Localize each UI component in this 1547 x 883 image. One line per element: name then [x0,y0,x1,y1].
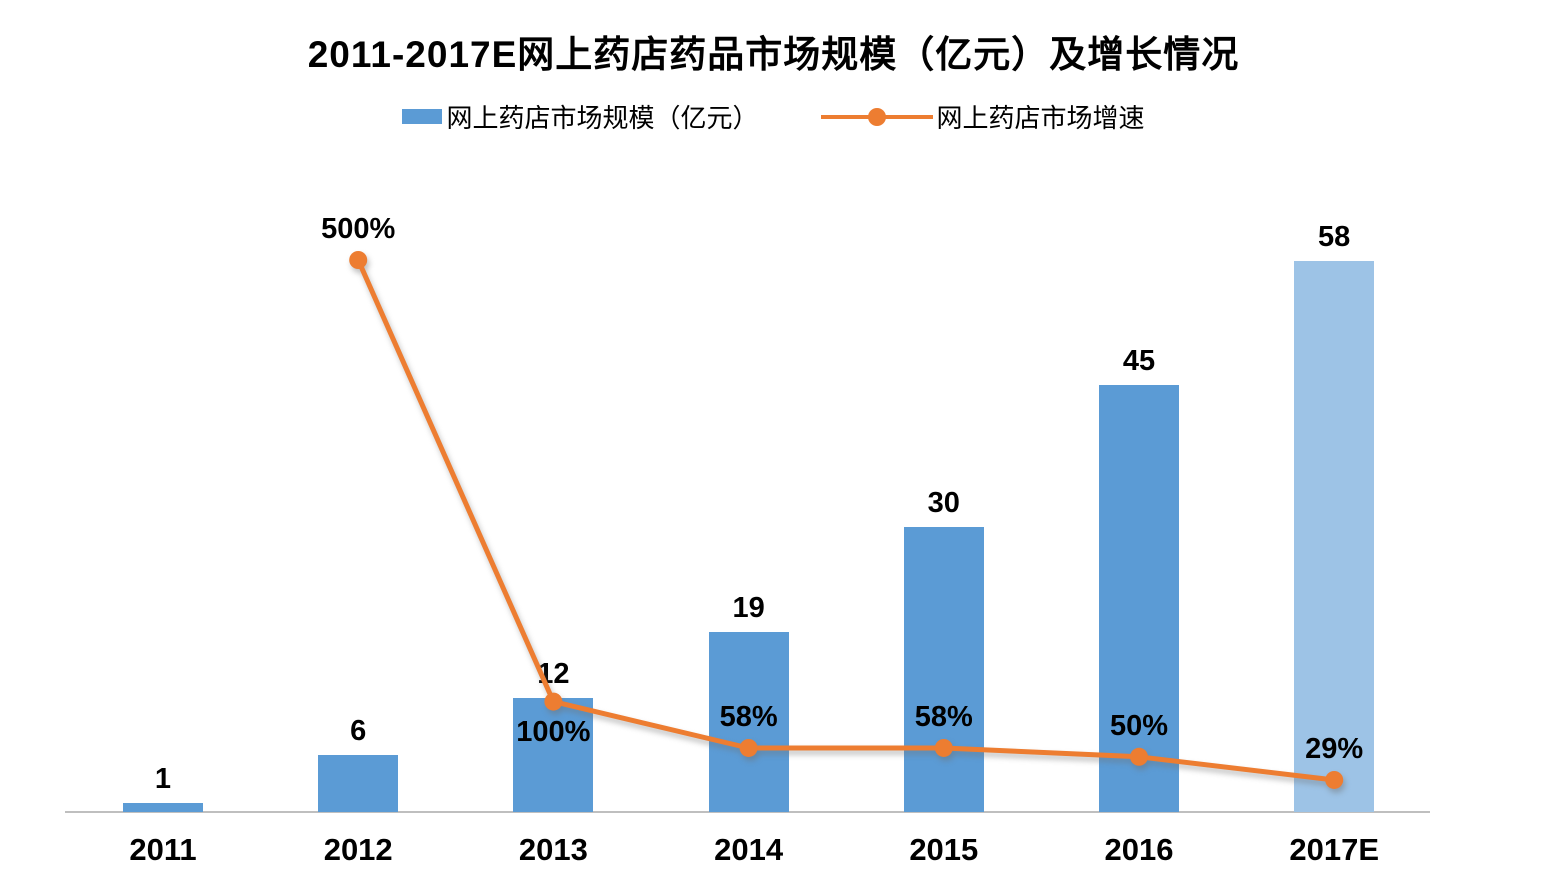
chart-title: 2011-2017E网上药店药品市场规模（亿元）及增长情况 [307,34,1240,75]
legend-label-growth-rate: 网上药店市场增速 [936,103,1145,133]
line-series-swatch-icon [820,107,933,127]
growth-marker [349,251,368,269]
x-axis-label-2017E: 2017E [1289,832,1379,867]
growth-value-label-2014: 58% [719,700,778,733]
chart-legend: 网上药店市场规模（亿元） 网上药店市场增速 [0,98,1547,135]
bar-value-label-2017E: 58 [1318,221,1351,253]
bar-series-swatch-icon [402,109,443,124]
bar-value-label-2011: 1 [154,762,172,795]
bar-2016 [1099,384,1179,812]
growth-line [355,257,1337,783]
bar-value-label-2016: 45 [1122,344,1156,377]
bar-2015 [903,527,984,812]
x-axis-label-2012: 2012 [323,832,393,867]
growth-value-label-2012: 500% [321,213,396,245]
x-axis-line [65,811,1430,813]
x-axis-label-2014: 2014 [714,832,784,867]
bar-value-label-2012: 6 [350,715,367,747]
bar-2017E [1294,261,1375,812]
bar-value-label-2015: 30 [927,487,960,519]
legend-item-market-size: 网上药店市场规模（亿元） [402,98,759,135]
bar-2011 [123,802,203,812]
x-axis-label-2011: 2011 [129,832,197,867]
legend-item-growth-rate: 网上药店市场增速 [820,98,1145,135]
x-axis-label-2016: 2016 [1104,832,1174,867]
growth-value-label-2017E: 29% [1305,732,1364,765]
growth-line-group [349,251,1344,789]
bar-2012 [318,755,399,812]
bar-value-label-2014: 19 [732,591,765,624]
growth-value-label-2015: 58% [914,700,973,733]
x-axis-label-2013: 2013 [518,832,588,867]
growth-value-label-2013: 100% [516,715,591,748]
bar-value-label-2013: 12 [537,658,570,690]
growth-value-label-2016: 50% [1109,709,1169,742]
x-axis-label-2015: 2015 [909,832,979,867]
legend-label-market-size: 网上药店市场规模（亿元） [446,103,759,133]
